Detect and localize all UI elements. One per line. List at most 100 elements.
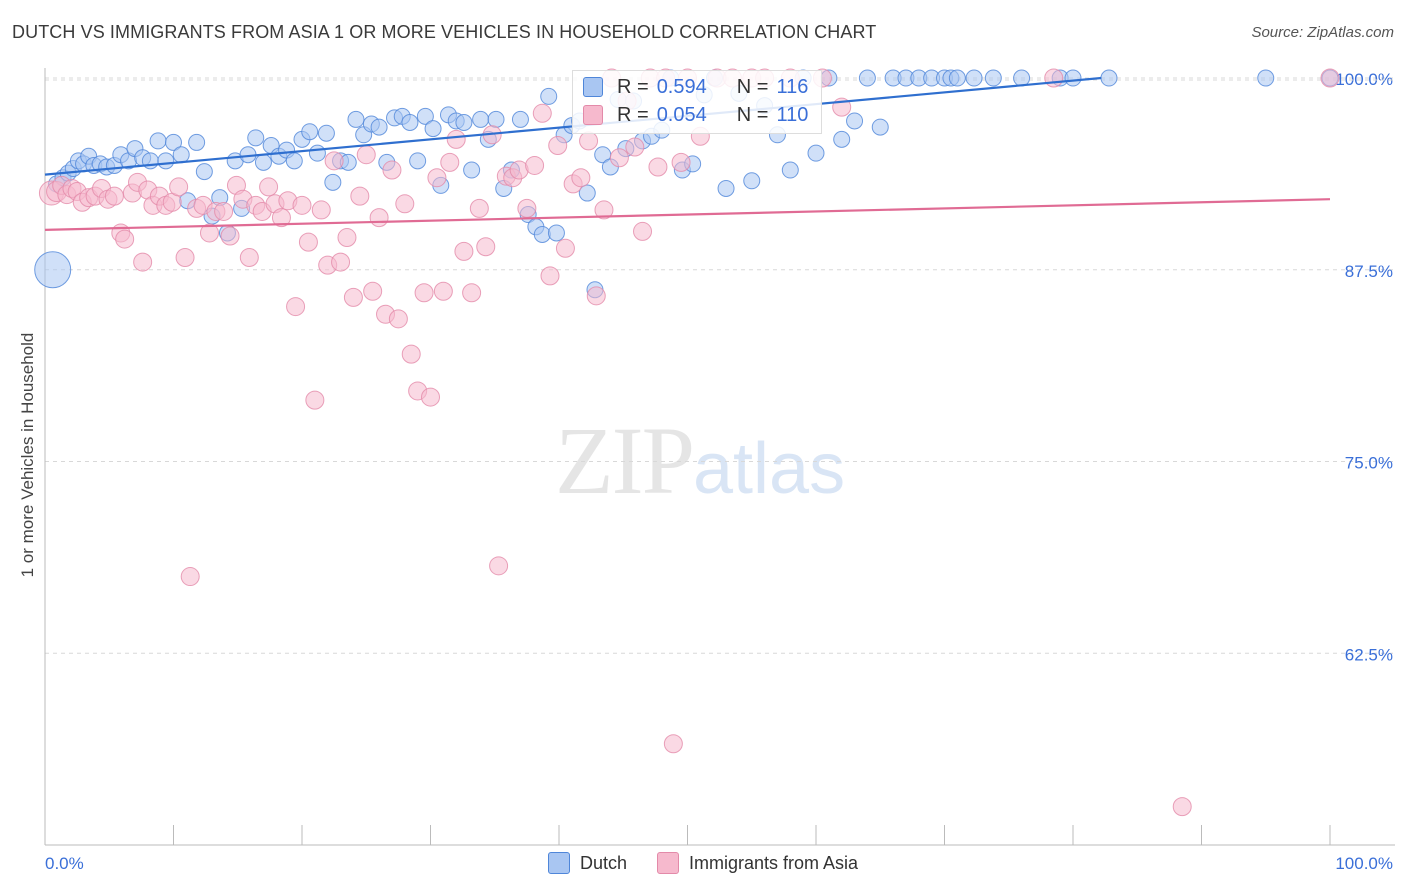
asia-point <box>421 387 440 407</box>
legend-item-dutch[interactable]: Dutch <box>547 852 627 874</box>
dutch-point <box>370 118 388 136</box>
dutch-swatch <box>583 77 603 97</box>
dutch-point <box>308 144 326 162</box>
dutch-point <box>743 172 761 190</box>
dutch-point <box>487 110 505 128</box>
dutch-point <box>416 107 434 125</box>
asia-point <box>476 237 496 257</box>
x-tick-label: 0.0% <box>45 854 84 873</box>
dutch-point <box>547 224 565 242</box>
dutch-point <box>455 113 473 131</box>
asia-point <box>579 131 599 151</box>
asia-point <box>1172 797 1192 817</box>
dutch-r-value: 0.594 <box>656 75 707 98</box>
asia-point <box>343 287 363 307</box>
dutch-point <box>34 251 72 289</box>
dutch-point <box>1013 69 1031 87</box>
asia-point <box>305 390 325 410</box>
asia-point <box>298 232 318 252</box>
asia-r-label: R = <box>617 103 649 126</box>
watermark-atlas: atlas <box>693 429 846 509</box>
y-axis-title: 1 or more Vehicles in Household <box>18 332 37 578</box>
dutch-point <box>195 163 213 181</box>
asia-point <box>199 223 219 243</box>
asia-point <box>1320 68 1340 88</box>
stats-legend: R = 0.594 N = 116 R = 0.054 N = 110 <box>572 70 822 134</box>
x-tick-label: 100.0% <box>1335 854 1393 873</box>
y-tick-label: 100.0% <box>1335 70 1393 89</box>
asia-point <box>180 567 200 587</box>
dutch-point <box>254 153 272 171</box>
source-credit: Source: ZipAtlas.com <box>1251 24 1394 41</box>
asia-point <box>440 152 460 172</box>
dutch-point <box>984 69 1002 87</box>
asia-point <box>414 283 434 303</box>
asia-point <box>331 252 351 272</box>
asia-point <box>462 283 482 303</box>
asia-n-value: 110 <box>776 103 809 126</box>
dutch-r-label: R = <box>617 75 649 98</box>
asia-point <box>525 155 545 175</box>
asia-r-value: 0.054 <box>656 103 707 126</box>
asia-point <box>663 734 683 754</box>
asia-point <box>1044 68 1064 88</box>
watermark-zip: ZIP <box>555 407 695 514</box>
asia-point <box>648 157 668 177</box>
asia-point <box>446 129 466 149</box>
asia-point <box>259 177 279 197</box>
asia-point <box>489 556 509 576</box>
dutch-point <box>401 113 419 131</box>
dutch-point <box>511 110 529 128</box>
dutch-point <box>172 146 190 164</box>
asia-point <box>292 195 312 215</box>
legend-item-asia[interactable]: Immigrants from Asia <box>656 852 858 874</box>
asia-point <box>571 168 591 188</box>
asia-point <box>324 151 344 171</box>
dutch-point <box>578 184 596 202</box>
dutch-point <box>1064 69 1082 87</box>
asia-point <box>363 281 383 301</box>
asia-point <box>594 200 614 220</box>
dutch-point <box>1257 69 1275 87</box>
asia-point <box>239 247 259 267</box>
stats-row-asia: R = 0.054 N = 110 <box>583 101 808 129</box>
dutch-point <box>463 161 481 179</box>
dutch-point <box>149 132 167 150</box>
asia-point <box>433 281 453 301</box>
asia-point <box>548 136 568 156</box>
asia-point <box>401 344 421 364</box>
dutch-point <box>948 69 966 87</box>
dutch-point <box>409 152 427 170</box>
asia-point <box>454 241 474 261</box>
dutch-point <box>781 161 799 179</box>
asia-point <box>555 238 575 258</box>
y-tick-label: 62.5% <box>1345 645 1393 664</box>
asia-point <box>609 148 629 168</box>
dutch-point <box>247 129 265 147</box>
dutch-point <box>540 87 558 105</box>
asia-n-label: N = <box>736 103 769 126</box>
dutch-point <box>188 133 206 151</box>
bottom-legend: Dutch Immigrants from Asia <box>0 852 1406 874</box>
asia-point <box>671 152 691 172</box>
asia-point <box>350 186 370 206</box>
asia-point <box>169 177 189 197</box>
asia-point <box>286 297 306 317</box>
dutch-point <box>301 123 319 141</box>
asia-point <box>586 286 606 306</box>
dutch-point <box>833 130 851 148</box>
asia-point <box>220 226 240 246</box>
asia-point <box>214 201 234 221</box>
dutch-point <box>846 112 864 130</box>
asia-point <box>395 194 415 214</box>
dutch-point <box>317 124 335 142</box>
asia-point <box>356 145 376 165</box>
asia-point <box>382 160 402 180</box>
asia-point <box>469 198 489 218</box>
legend-label-dutch: Dutch <box>579 852 627 873</box>
legend-swatch-dutch <box>547 852 570 874</box>
asia-point <box>540 266 560 286</box>
y-tick-label: 75.0% <box>1345 454 1393 473</box>
watermark: ZIPatlas <box>555 405 845 516</box>
dutch-point <box>807 144 825 162</box>
